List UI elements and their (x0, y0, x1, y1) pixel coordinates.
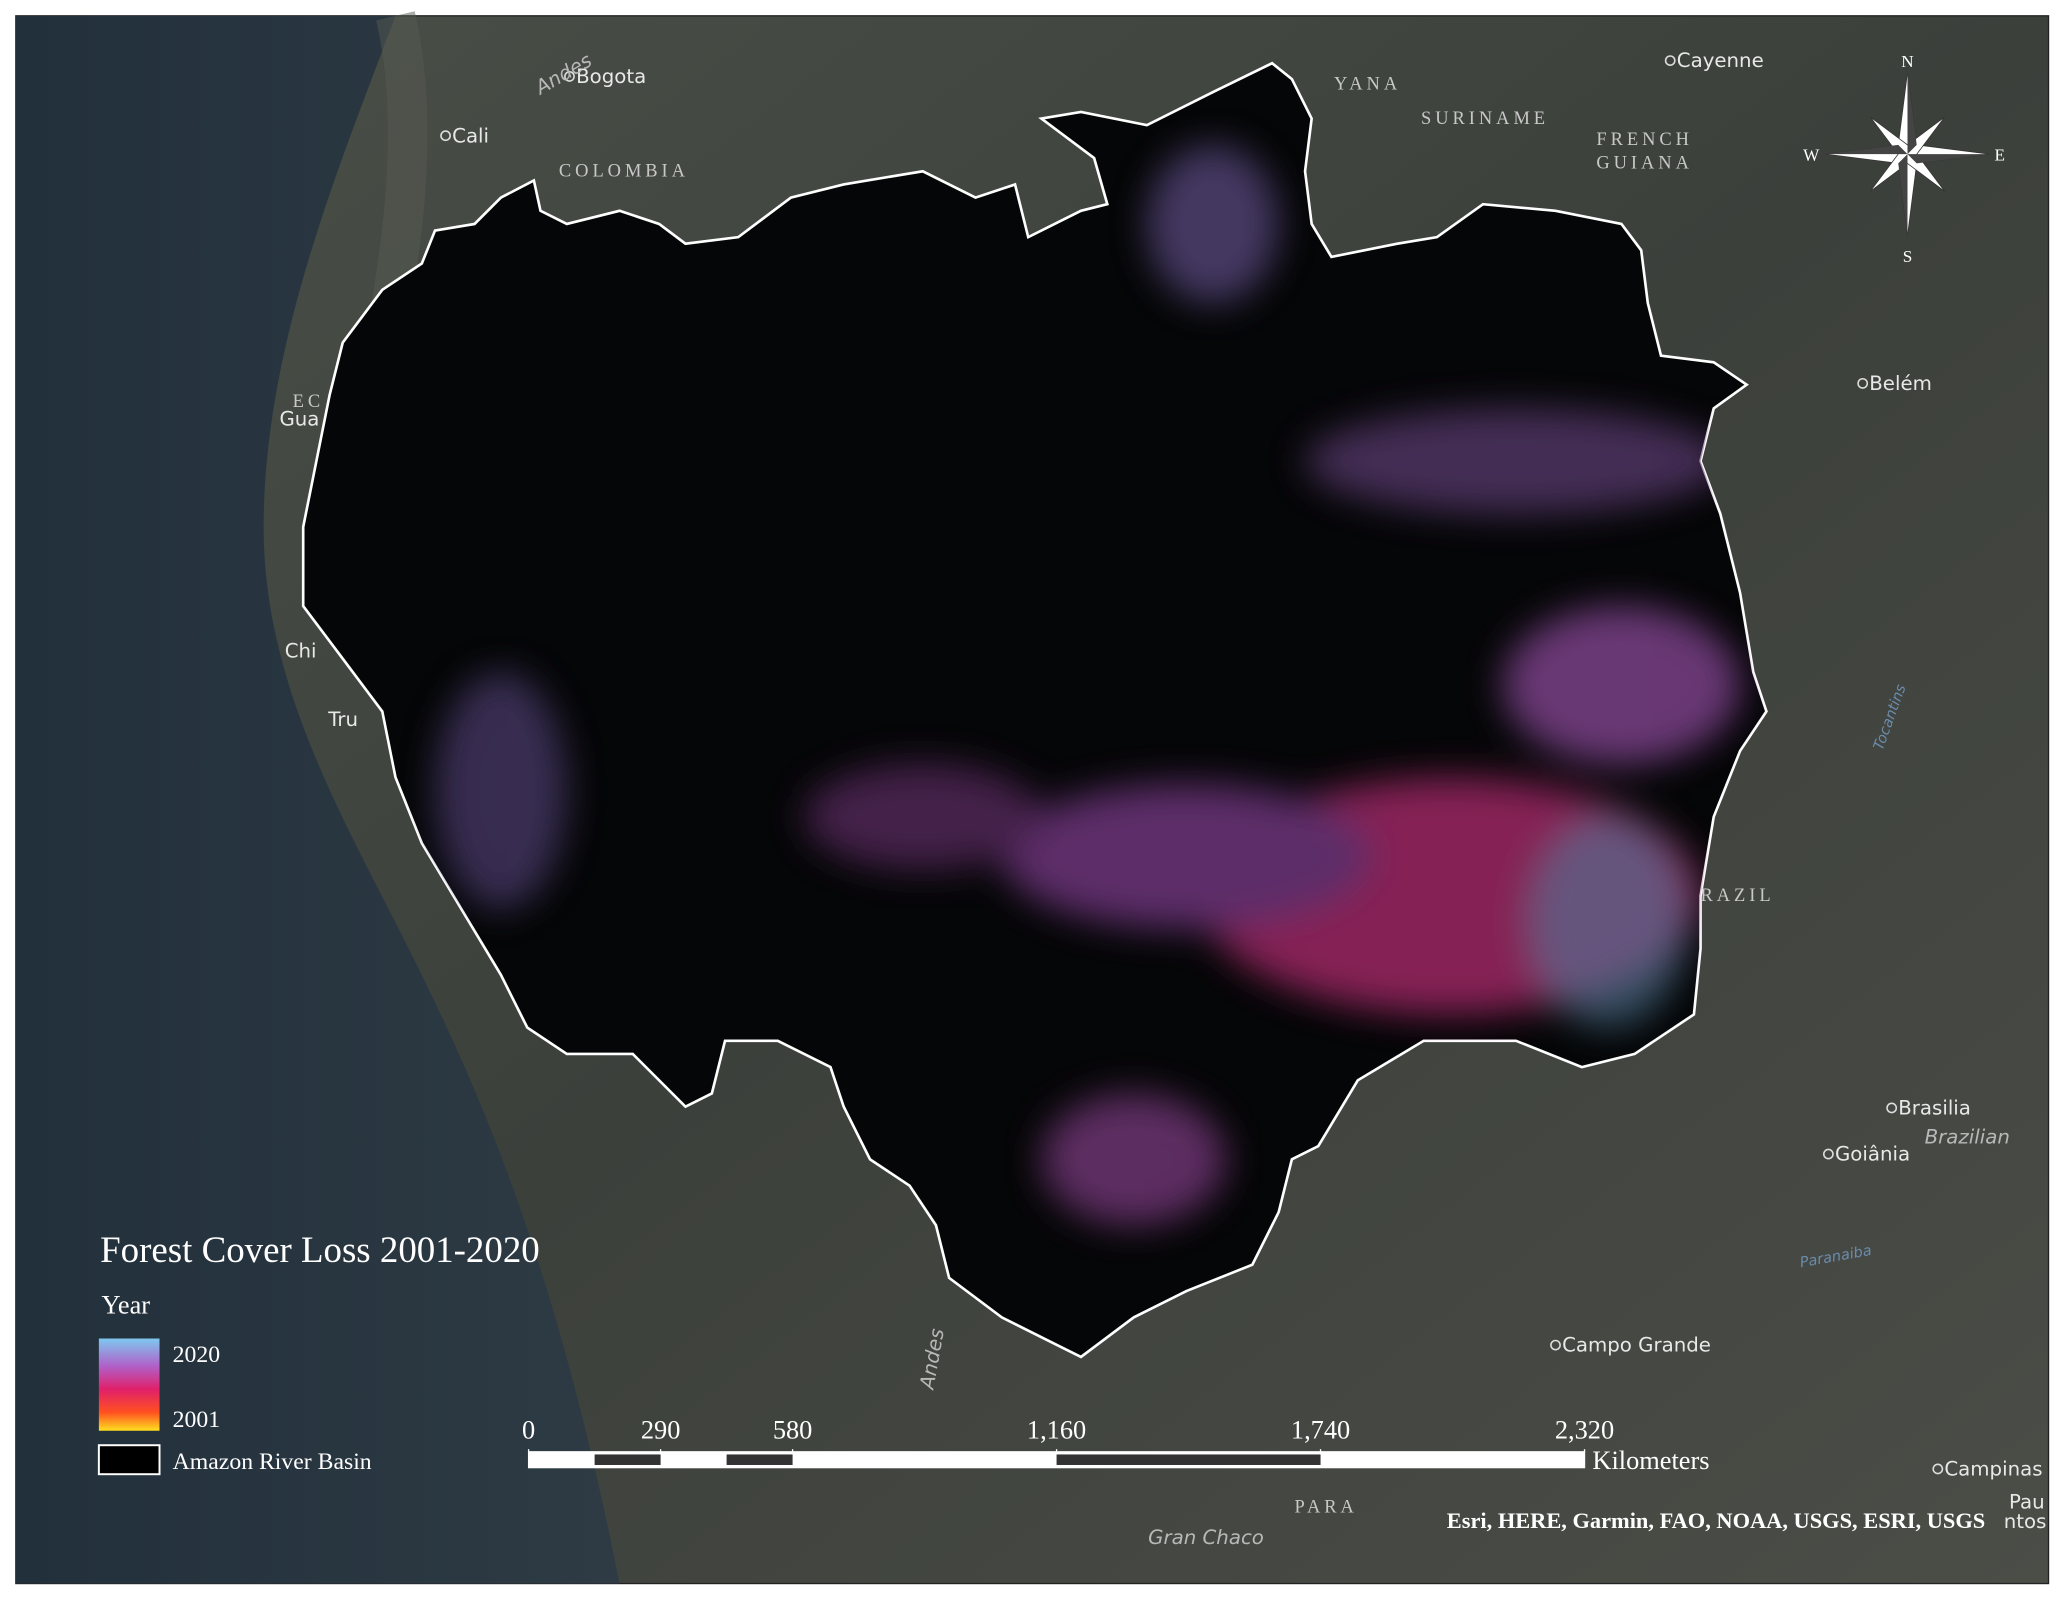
compass-n: N (1901, 52, 1913, 71)
compass: N E S W (1803, 52, 2005, 266)
city-dot (1822, 1148, 1834, 1160)
basin-outline (301, 61, 1768, 1359)
scale-tick-label: 580 (773, 1416, 813, 1445)
scale-bar-segment (1056, 1454, 1321, 1465)
city-dot (1932, 1463, 1944, 1475)
compass-e: E (1995, 146, 2005, 165)
citie-label: Campinas (1944, 1458, 2042, 1481)
countrie-label: FRENCH (1596, 129, 1692, 149)
countrie-label: PARA (1295, 1496, 1358, 1516)
countrie-label: YANA (1334, 74, 1401, 94)
scale-bar-segment (594, 1454, 661, 1465)
compass-w: W (1803, 146, 1820, 165)
citie-label: Cayenne (1677, 49, 1764, 72)
legend: Forest Cover Loss 2001-2020 Year 2020 20… (97, 1229, 540, 1476)
countrie-label: RAZIL (1701, 885, 1775, 905)
countrie-label: SURINAME (1421, 108, 1549, 128)
city-dot (1664, 55, 1676, 67)
scale-tick-label: 1,740 (1291, 1416, 1350, 1445)
citie-label: Gua (279, 408, 319, 431)
basin-swatch (97, 1444, 161, 1476)
citie-label: Tru (327, 708, 358, 731)
city-dot (440, 130, 451, 142)
city-dot (1857, 377, 1869, 389)
legend-subtitle: Year (102, 1290, 151, 1319)
countrie-label: GUIANA (1596, 153, 1692, 173)
citie-label: ntos (2004, 1510, 2047, 1533)
citie-label: Campo Grande (1562, 1334, 1711, 1357)
scale-tick-label: 0 (522, 1416, 535, 1445)
legend-outline: Amazon River Basin (173, 1449, 372, 1475)
countrie-label: EC (293, 391, 324, 411)
feature-label: Gran Chaco (1148, 1526, 1264, 1549)
citie-label: Bogota (576, 65, 646, 88)
compass-s: S (1903, 247, 1913, 266)
scale-bar-segment (726, 1454, 793, 1465)
countrie-label: COLOMBIA (559, 161, 689, 181)
year-ramp (98, 1338, 160, 1431)
citie-label: Brasilia (1898, 1097, 1971, 1120)
attribution: Esri, HERE, Garmin, FAO, NOAA, USGS, ESR… (1447, 1508, 1985, 1533)
citie-label: Goiânia (1835, 1143, 1910, 1166)
feature-label: Brazilian (1925, 1126, 2010, 1149)
city-dot (564, 71, 575, 82)
legend-low: 2001 (173, 1407, 220, 1433)
scale-tick-label: 2,320 (1555, 1416, 1614, 1445)
scale-bar: 0 290 580 1,160 1,740 2,320 (522, 1416, 1614, 1469)
loss-pattern (435, 144, 1741, 1226)
legend-high: 2020 (173, 1342, 220, 1368)
scale-tick-label: 290 (641, 1416, 681, 1445)
citie-label: Chi (285, 639, 317, 662)
citie-label: Belém (1869, 372, 1932, 395)
legend-title: Forest Cover Loss 2001-2020 (100, 1229, 540, 1270)
city-dot (1886, 1102, 1898, 1114)
place-labels: Bogota Cali Cayenne Belém Brasilia Goiânia Cam… (279, 49, 2046, 1549)
citie-label: Cali (452, 124, 489, 147)
scale-tick-label: 1,160 (1027, 1416, 1086, 1445)
scale-unit: Kilometers (1592, 1446, 1709, 1475)
citie-label: Pau (2009, 1490, 2045, 1513)
city-dot (1550, 1339, 1561, 1351)
ocean (15, 15, 620, 1584)
amazon-basin (301, 61, 1768, 1359)
